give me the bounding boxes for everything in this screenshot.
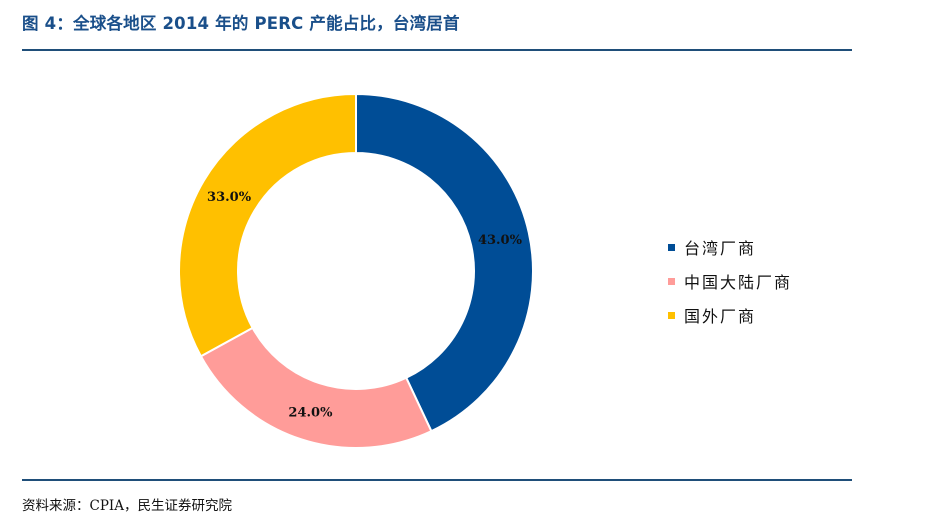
source-note: 资料来源：CPIA，民生证券研究院 [22,498,232,514]
bottom-divider [22,479,852,481]
legend-label-foreign: 国外厂商 [684,307,757,326]
chart-title: 图 4：全球各地区 2014 年的 PERC 产能占比，台湾居首 [22,14,460,33]
legend-swatch-mainland [668,277,675,285]
legend-item-foreign: 国外厂商 [668,298,792,332]
legend-item-taiwan: 台湾厂商 [668,230,792,264]
slice-foreign [178,92,357,358]
data-label-foreign: 33.0% [207,190,252,205]
legend-swatch-foreign [668,311,675,319]
legend-item-mainland: 中国大陆厂商 [668,264,792,298]
data-label-taiwan: 43.0% [478,233,523,248]
data-label-mainland: 24.0% [288,405,333,420]
slice-taiwan [355,92,534,433]
legend-label-taiwan: 台湾厂商 [684,239,757,258]
top-divider [22,49,852,51]
legend: 台湾厂商 中国大陆厂商 国外厂商 [668,230,792,332]
legend-swatch-taiwan [668,243,675,251]
slice-mainland [199,326,433,449]
legend-label-mainland: 中国大陆厂商 [684,273,793,292]
